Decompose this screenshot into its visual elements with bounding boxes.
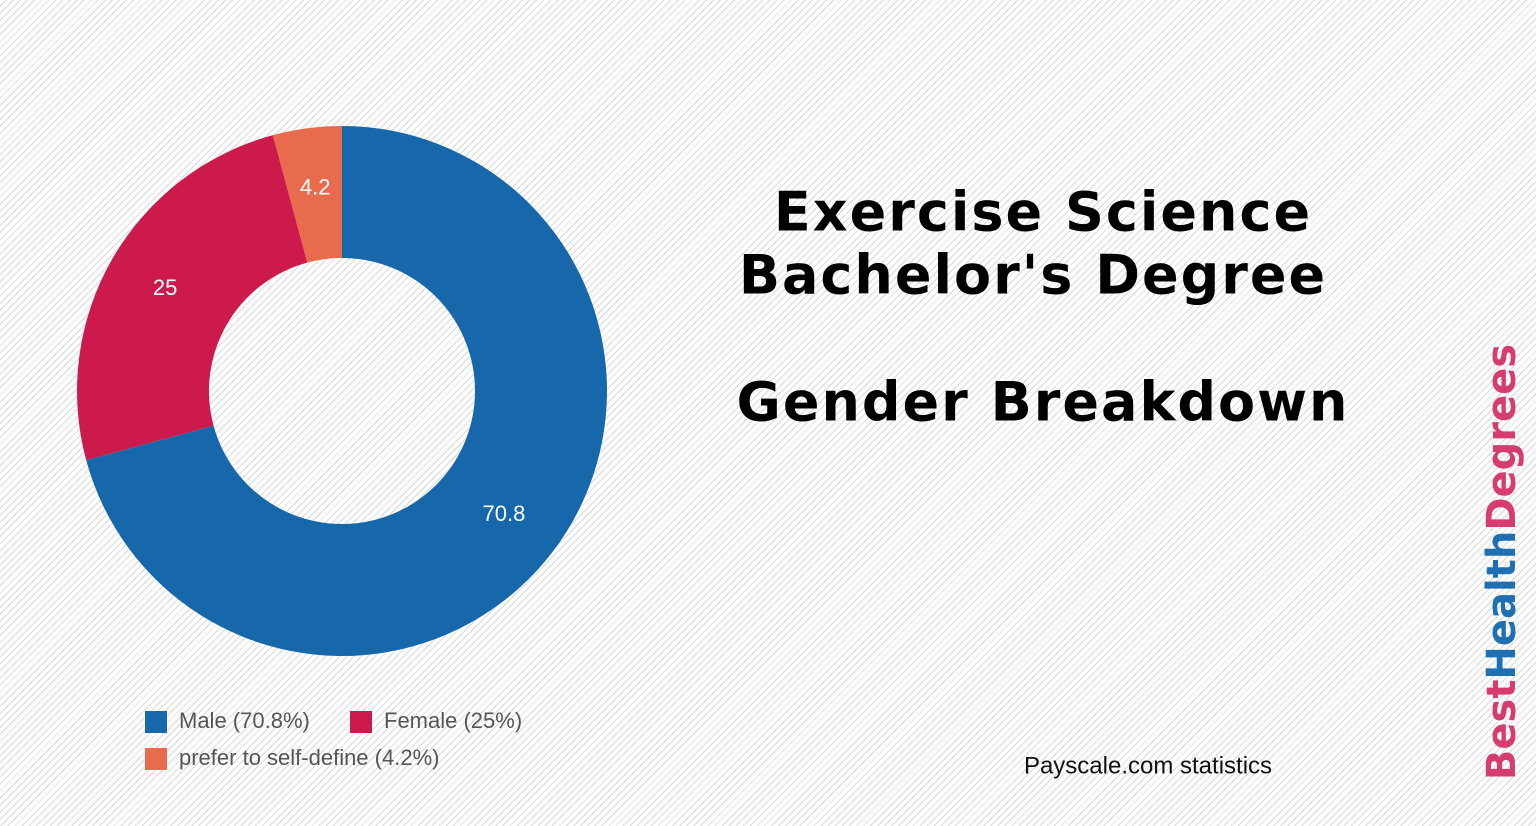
legend-swatch — [145, 711, 167, 733]
brand: BestHealthDegrees — [1479, 344, 1525, 780]
legend-swatch — [350, 711, 372, 733]
chart-title: Bachelor's Degree — [739, 244, 1327, 307]
value-label: 4.2 — [300, 175, 331, 200]
legend-swatch — [145, 748, 167, 770]
source: Payscale.com statistics — [1024, 752, 1272, 779]
legend-label: Male (70.8%) — [179, 708, 310, 733]
chart-subtitle: Gender Breakdown — [737, 371, 1350, 434]
value-label: 25 — [153, 275, 177, 300]
value-label: 70.8 — [483, 501, 526, 526]
chart-title: Exercise Science — [774, 181, 1312, 244]
donut-segment — [76, 135, 308, 461]
legend-label: Female (25%) — [384, 708, 522, 733]
brand-part: Degrees — [1479, 344, 1525, 531]
brand-part: Best — [1479, 680, 1525, 781]
legend-label: prefer to self-define (4.2%) — [179, 745, 439, 770]
donut-segment — [86, 126, 608, 656]
donut-segment — [272, 126, 342, 263]
brand-part: Health — [1479, 531, 1525, 680]
